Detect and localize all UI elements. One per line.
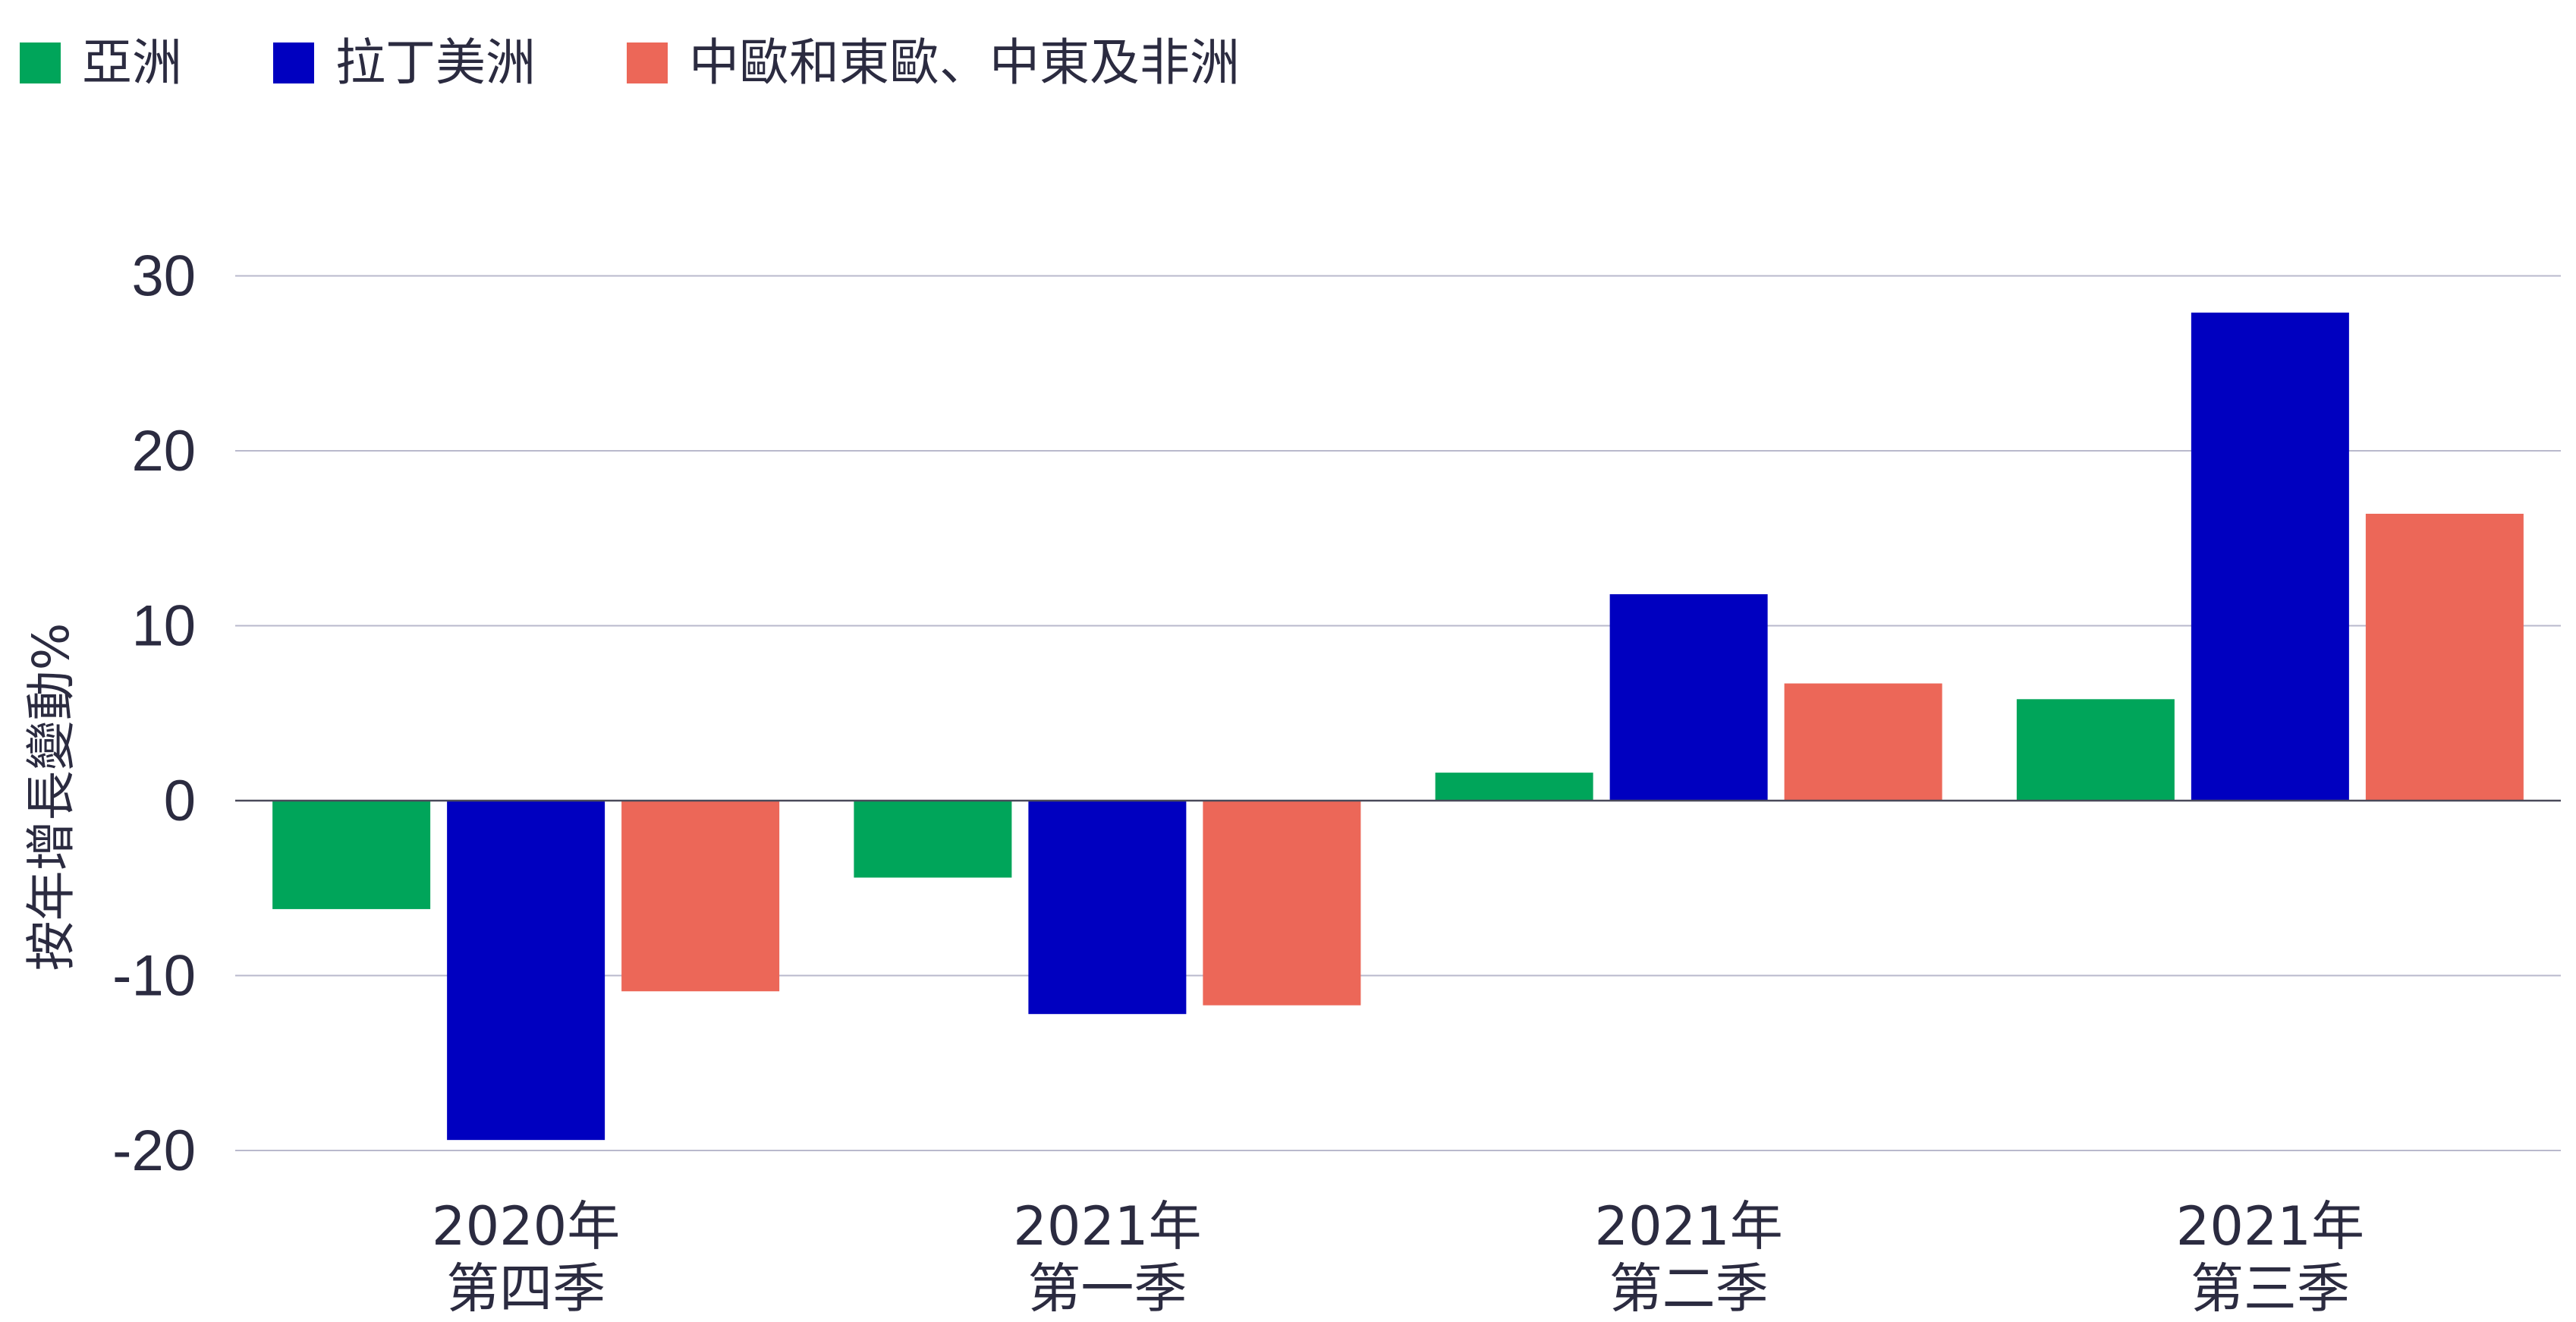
bar bbox=[2365, 513, 2524, 801]
bar bbox=[1435, 773, 1593, 801]
y-tick-label: 30 bbox=[131, 244, 196, 309]
bar bbox=[1784, 683, 1942, 801]
bar bbox=[854, 801, 1012, 878]
x-category-label: 2021年 bbox=[2176, 1195, 2364, 1257]
x-category-label: 第一季 bbox=[1027, 1257, 1187, 1320]
bar bbox=[447, 801, 605, 1141]
legend: 亞洲 拉丁美洲 中歐和東歐、中東及非洲 bbox=[20, 29, 1331, 97]
x-category-label: 2020年 bbox=[432, 1195, 620, 1257]
x-category-label: 第四季 bbox=[446, 1257, 605, 1320]
legend-item-cee-mea: 中歐和東歐、中東及非洲 bbox=[627, 38, 1240, 88]
legend-label-cee-mea: 中歐和東歐、中東及非洲 bbox=[689, 33, 1240, 92]
y-tick-label: 20 bbox=[131, 419, 196, 483]
x-category-label: 2021年 bbox=[1013, 1195, 1201, 1257]
legend-label-asia: 亞洲 bbox=[82, 33, 182, 92]
bar bbox=[1609, 594, 1768, 801]
bar bbox=[1028, 801, 1187, 1015]
x-category-label: 第三季 bbox=[2191, 1257, 2350, 1320]
x-category-label: 第二季 bbox=[1609, 1257, 1769, 1320]
y-tick-labels: 30 20 10 0 -10 -20 bbox=[112, 244, 196, 1184]
legend-item-asia: 亞洲 bbox=[20, 38, 182, 88]
legend-label-latin-america: 拉丁美洲 bbox=[335, 33, 536, 92]
legend-item-latin-america: 拉丁美洲 bbox=[273, 38, 536, 88]
legend-swatch-cee-mea bbox=[627, 42, 668, 83]
bars bbox=[272, 312, 2524, 1141]
legend-swatch-latin-america bbox=[273, 42, 314, 83]
legend-swatch-asia bbox=[20, 42, 61, 83]
y-tick-label: 0 bbox=[164, 769, 196, 833]
bar bbox=[2016, 699, 2175, 801]
y-tick-label: -20 bbox=[112, 1119, 196, 1183]
y-tick-label: 10 bbox=[131, 594, 196, 659]
y-axis-label: 按年增長變動% bbox=[22, 623, 80, 971]
y-tick-label: -10 bbox=[112, 944, 196, 1009]
bar bbox=[272, 801, 431, 909]
bar bbox=[1203, 801, 1361, 1006]
bar bbox=[2191, 312, 2349, 801]
x-category-label: 2021年 bbox=[1595, 1195, 1783, 1257]
bar bbox=[621, 801, 780, 992]
